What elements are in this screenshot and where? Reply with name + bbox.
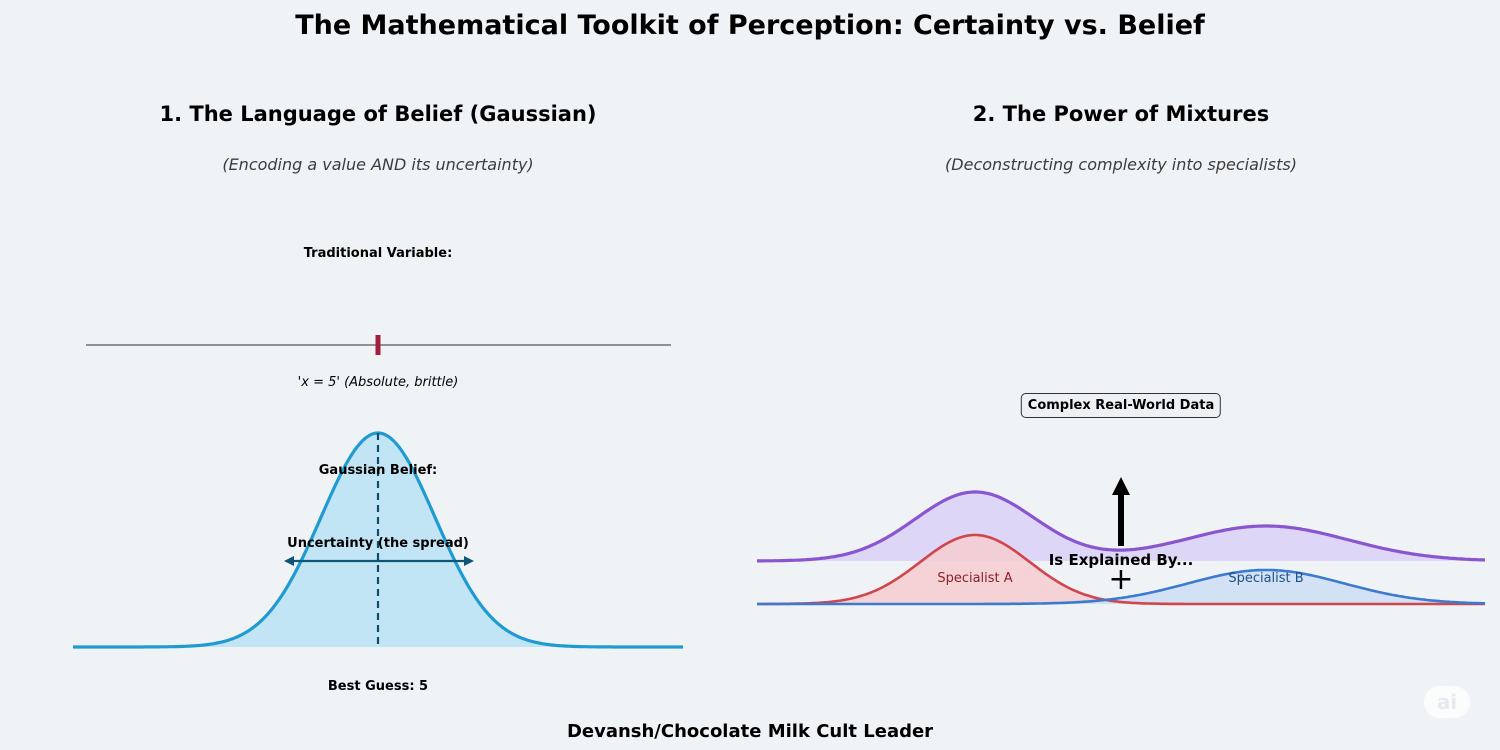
gaussian-fill	[73, 433, 683, 647]
arrow-left-head	[284, 556, 294, 566]
left-panel-title: 1. The Language of Belief (Gaussian)	[159, 102, 597, 126]
right-panel-title: 2. The Power of Mixtures	[972, 102, 1270, 126]
left-panel-subtitle: (Encoding a value AND its uncertainty)	[222, 155, 534, 174]
arrow-right-head	[464, 556, 474, 566]
specialist-b-fill	[757, 570, 1485, 604]
specialist-a-fill	[757, 535, 1485, 604]
explained-arrow-head	[1112, 477, 1130, 495]
plus-icon: +	[1108, 562, 1134, 597]
specialist-a-label: Specialist A	[937, 571, 1013, 586]
gaussian-belief-label: Gaussian Belief:	[318, 463, 438, 478]
best-guess-label: Best Guess: 5	[327, 679, 429, 694]
page-title: The Mathematical Toolkit of Perception: …	[295, 10, 1205, 41]
explained-by-label: Is Explained By...	[1048, 551, 1194, 569]
right-panel-subtitle: (Deconstructing complexity into speciali…	[945, 155, 1297, 174]
watermark-logo: ai	[1424, 686, 1470, 718]
specialist-b-label: Specialist B	[1228, 571, 1304, 586]
footer-credit: Devansh/Chocolate Milk Cult Leader	[566, 721, 934, 742]
complex-data-box: Complex Real-World Data	[1020, 393, 1222, 418]
specialist-a-curve	[757, 533, 1485, 606]
specialist-b-curve	[757, 568, 1485, 606]
mixture-curve	[757, 490, 1486, 563]
traditional-variable-caption: 'x = 5' (Absolute, brittle)	[297, 375, 459, 390]
uncertainty-label: Uncertainty (the spread)	[287, 536, 469, 551]
traditional-variable-label: Traditional Variable:	[303, 246, 453, 261]
mixture-fill	[757, 491, 1485, 561]
